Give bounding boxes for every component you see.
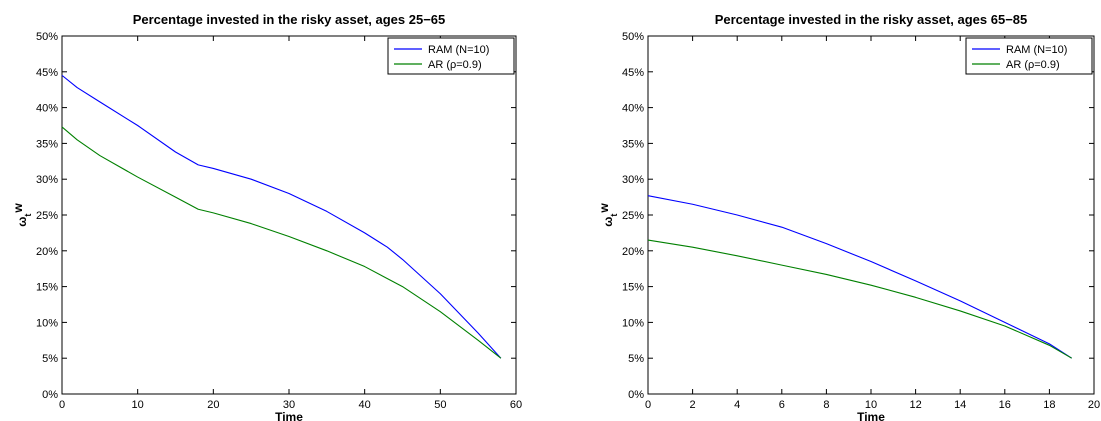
y-axis-label-superscript: w bbox=[11, 203, 25, 214]
x-axis-label: Time bbox=[275, 410, 303, 421]
legend-label: RAM (N=10) bbox=[1006, 44, 1067, 56]
y-tick-label: 35% bbox=[622, 138, 644, 150]
chart-panel-2: 0% 5% 10% 15% 20% 25% 30% 35% 40% 45% 50% 0 2 4 6 8 10 12… bbox=[597, 12, 1100, 421]
plot-area bbox=[647, 35, 1095, 395]
y-tick-label: 35% bbox=[36, 138, 58, 150]
y-tick-label: 40% bbox=[622, 103, 644, 115]
y-axis-label-symbol: ω bbox=[15, 217, 29, 227]
y-tick-label: 20% bbox=[36, 246, 58, 258]
x-tick-label: 8 bbox=[823, 399, 829, 411]
x-tick-label: 20 bbox=[1088, 399, 1100, 411]
x-tick-label: 0 bbox=[645, 399, 651, 411]
legend-box bbox=[387, 37, 515, 75]
chart-panel-1: 0% 5% 10% 15% 20% 25% 30% 35% 40% 45% 50% 0 10 20 30 40… bbox=[11, 12, 522, 421]
y-tick-label: 5% bbox=[42, 353, 58, 365]
x-tick-label: 60 bbox=[510, 399, 522, 411]
y-tick-label: 45% bbox=[36, 67, 58, 79]
chart-title: Percentage invested in the risky asset, … bbox=[133, 12, 446, 27]
chart-title: Percentage invested in the risky asset, … bbox=[715, 12, 1028, 27]
plot-area bbox=[61, 35, 517, 395]
y-axis-label-superscript: w bbox=[597, 203, 611, 214]
y-tick-label: 50% bbox=[36, 31, 58, 43]
x-tick-label: 18 bbox=[1043, 399, 1055, 411]
y-tick-label: 25% bbox=[622, 210, 644, 222]
y-tick-label: 0% bbox=[42, 389, 58, 401]
legend-label: AR (ρ=0.9) bbox=[428, 59, 482, 71]
x-tick-label: 30 bbox=[283, 399, 295, 411]
y-tick-label: 20% bbox=[622, 246, 644, 258]
y-tick-label: 30% bbox=[622, 174, 644, 186]
y-tick-label: 45% bbox=[622, 67, 644, 79]
x-tick-label: 10 bbox=[865, 399, 877, 411]
x-tick-label: 10 bbox=[132, 399, 144, 411]
y-axis-label: ωtw bbox=[11, 203, 33, 227]
y-tick-label: 25% bbox=[36, 210, 58, 222]
x-tick-label: 40 bbox=[359, 399, 371, 411]
x-tick-label: 4 bbox=[734, 399, 740, 411]
x-tick-label: 0 bbox=[59, 399, 65, 411]
y-axis-label-subscript: t bbox=[23, 214, 33, 217]
y-axis-label-symbol: ω bbox=[601, 217, 615, 227]
series-line-1 bbox=[61, 74, 502, 359]
x-tick-label: 16 bbox=[999, 399, 1011, 411]
legend: RAM (N=10) AR (ρ=0.9) bbox=[387, 37, 515, 75]
y-tick-label: 10% bbox=[36, 317, 58, 329]
y-axis-label-subscript: t bbox=[609, 214, 619, 217]
y-tick-label: 15% bbox=[36, 282, 58, 294]
y-tick-label: 30% bbox=[36, 174, 58, 186]
x-axis-label: Time bbox=[857, 410, 885, 421]
y-tick-label: 0% bbox=[628, 389, 644, 401]
y-tick-label: 5% bbox=[628, 353, 644, 365]
y-tick-label: 15% bbox=[622, 282, 644, 294]
y-tick-label: 50% bbox=[622, 31, 644, 43]
x-tick-label: 2 bbox=[690, 399, 696, 411]
legend-label: RAM (N=10) bbox=[428, 44, 489, 56]
x-tick-label: 6 bbox=[779, 399, 785, 411]
x-tick-label: 50 bbox=[434, 399, 446, 411]
x-tick-label: 20 bbox=[207, 399, 219, 411]
legend-label: AR (ρ=0.9) bbox=[1006, 59, 1060, 71]
series-line-1 bbox=[647, 195, 1072, 359]
series-line-2 bbox=[61, 126, 502, 359]
legend-box bbox=[965, 37, 1093, 75]
y-axis-label: ωtw bbox=[597, 203, 619, 227]
x-tick-label: 12 bbox=[909, 399, 921, 411]
x-tick-label: 14 bbox=[954, 399, 966, 411]
y-tick-label: 10% bbox=[622, 317, 644, 329]
y-tick-label: 40% bbox=[36, 103, 58, 115]
series-line-2 bbox=[647, 239, 1072, 359]
legend: RAM (N=10) AR (ρ=0.9) bbox=[965, 37, 1093, 75]
